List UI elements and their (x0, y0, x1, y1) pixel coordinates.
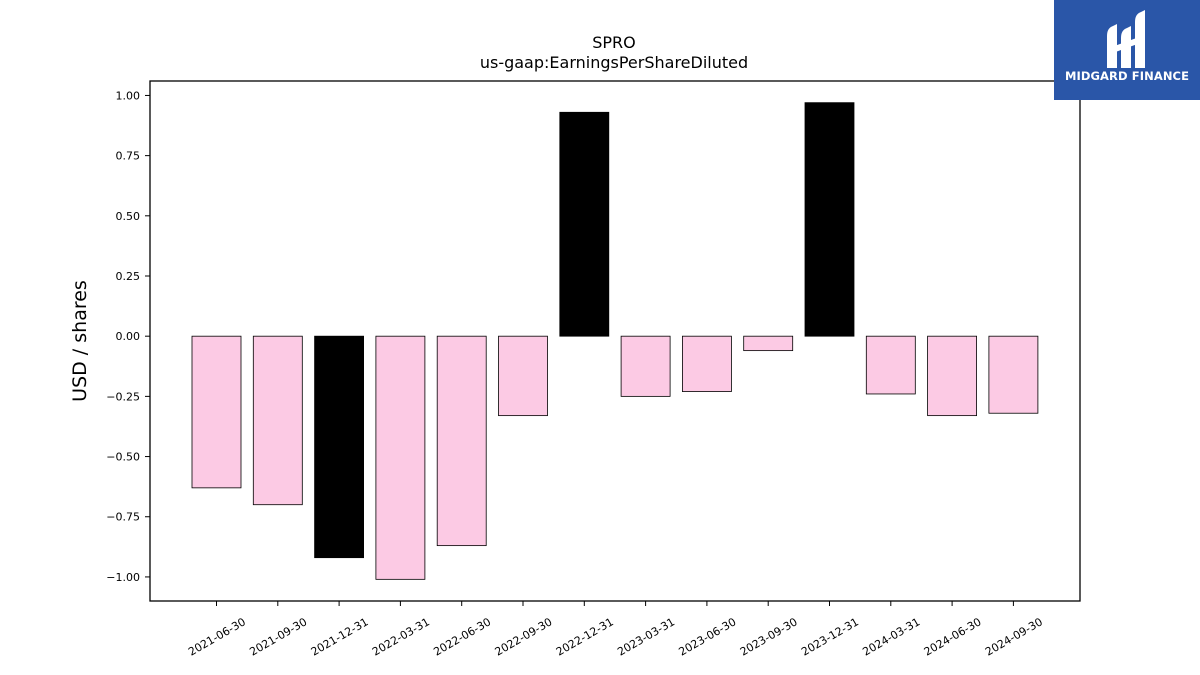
y-tick-label: 0.75 (116, 150, 141, 163)
bar (927, 335, 977, 417)
y-tick-label: 0.25 (116, 270, 141, 283)
chart-subtitle: us-gaap:EarningsPerShareDiluted (480, 53, 748, 72)
x-tick-label: 2021-09-30 (247, 615, 309, 658)
logo-text: MIDGARD FINANCE (1064, 69, 1190, 83)
x-tick-label: 2024-03-31 (860, 615, 922, 658)
bar (498, 335, 548, 417)
x-tick-label: 2022-06-30 (431, 615, 493, 658)
x-tick-label: 2022-12-31 (554, 615, 616, 658)
y-axis-label: USD / shares (69, 280, 91, 402)
bar (620, 335, 671, 397)
y-tick-label: −0.50 (106, 451, 140, 464)
y-tick-label: 0.00 (116, 330, 141, 343)
x-tick-label: 2023-09-30 (738, 615, 800, 658)
bar (682, 335, 732, 392)
x-tick-label: 2024-06-30 (922, 615, 984, 658)
bar (252, 335, 303, 506)
midgard-finance-logo: MIDGARD FINANCE (1054, 0, 1200, 100)
plot-frame (149, 80, 1081, 602)
x-tick-label: 2022-03-31 (370, 615, 432, 658)
chart-title: SPRO (592, 33, 636, 52)
bar (559, 111, 610, 337)
bar (436, 335, 487, 547)
bar (804, 102, 855, 337)
bar (314, 335, 365, 559)
y-tick-label: −0.25 (106, 390, 140, 403)
x-tick-label: 2022-09-30 (493, 615, 555, 658)
y-tick-label: 0.50 (116, 210, 141, 223)
x-tick-label: 2024-09-30 (983, 615, 1045, 658)
x-tick-label: 2023-03-31 (615, 615, 677, 658)
x-tick-label: 2023-12-31 (799, 615, 861, 658)
bar (743, 335, 794, 352)
bar (865, 335, 916, 395)
logo-mark-icon (1107, 10, 1145, 68)
bar (988, 335, 1039, 414)
x-tick-label: 2023-06-30 (677, 615, 739, 658)
y-tick-label: 1.00 (116, 89, 141, 102)
x-tick-label: 2021-12-31 (309, 615, 371, 658)
y-tick-label: −0.75 (106, 511, 140, 524)
x-tick-label: 2021-06-30 (186, 615, 248, 658)
bar (375, 335, 426, 580)
bar (191, 335, 242, 489)
y-tick-label: −1.00 (106, 571, 140, 584)
